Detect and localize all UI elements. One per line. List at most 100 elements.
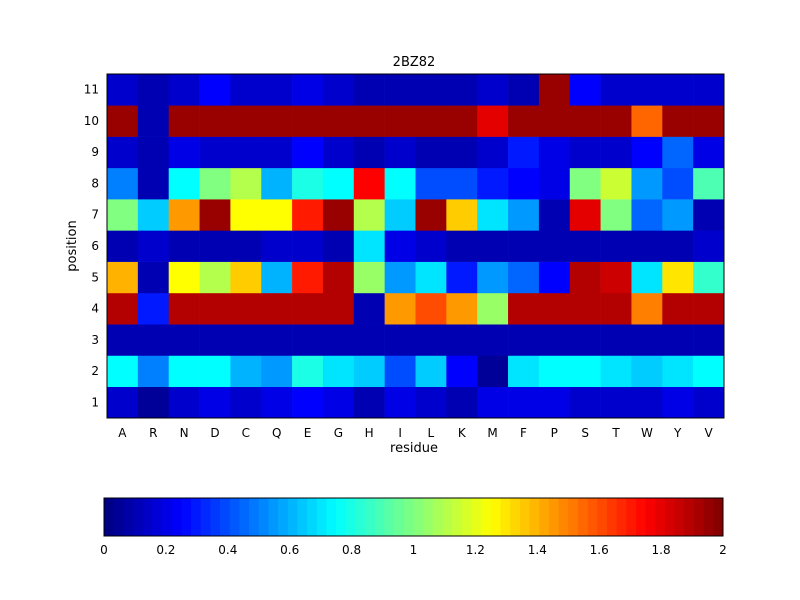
colorbar-segment xyxy=(287,498,298,536)
heatmap-cell xyxy=(322,261,355,294)
heatmap-cell xyxy=(107,136,139,169)
colorbar-tick-label: 0.8 xyxy=(342,543,361,557)
heatmap-cell xyxy=(230,105,262,137)
heatmap-cell xyxy=(477,74,509,106)
heatmap-cell xyxy=(477,199,509,231)
heatmap-cell xyxy=(261,167,293,200)
colorbar-segment xyxy=(249,498,260,536)
heatmap-cell xyxy=(600,230,632,262)
heatmap-cell xyxy=(508,386,540,419)
y-tick-label: 3 xyxy=(91,333,99,347)
heatmap-cell xyxy=(415,74,447,106)
heatmap-cell xyxy=(600,355,632,388)
heatmap-cell xyxy=(384,136,416,169)
heatmap-cell xyxy=(353,74,385,106)
heatmap-cell xyxy=(261,136,293,169)
x-tick-label: N xyxy=(180,426,189,440)
heatmap-cell xyxy=(477,105,509,137)
colorbar-segment xyxy=(220,498,231,536)
heatmap-cell xyxy=(415,105,447,137)
heatmap-cell xyxy=(569,74,601,106)
heatmap-cell xyxy=(107,230,139,262)
heatmap-cell xyxy=(569,199,601,231)
heatmap-cell xyxy=(292,230,324,262)
heatmap-cell xyxy=(168,167,200,200)
heatmap-cell xyxy=(384,386,416,419)
x-tick-label: M xyxy=(487,426,497,440)
heatmap-cell xyxy=(600,136,632,169)
heatmap-cell xyxy=(415,230,447,262)
colorbar-segment xyxy=(645,498,656,536)
heatmap-cell xyxy=(137,230,169,262)
heatmap-cell xyxy=(693,167,725,200)
heatmap-cell xyxy=(415,136,447,169)
heatmap-cell xyxy=(508,261,540,294)
heatmap-cell xyxy=(353,386,385,419)
x-tick-label: I xyxy=(398,426,402,440)
heatmap-cell xyxy=(693,324,725,356)
heatmap-cell xyxy=(292,386,324,419)
heatmap-cell xyxy=(569,386,601,419)
heatmap-cell xyxy=(353,105,385,137)
x-tick-label: Y xyxy=(673,426,682,440)
x-tick-label: G xyxy=(334,426,343,440)
heatmap-cell xyxy=(199,292,231,325)
colorbar-segment xyxy=(461,498,472,536)
heatmap-cell xyxy=(322,292,355,325)
heatmap-cell xyxy=(569,105,601,137)
x-tick-label: L xyxy=(428,426,435,440)
heatmap-cell xyxy=(631,74,663,106)
colorbar-segment xyxy=(655,498,666,536)
heatmap-cell xyxy=(384,230,416,262)
heatmap-cell xyxy=(631,324,663,356)
colorbar-segment xyxy=(500,498,511,536)
x-tick-label: E xyxy=(304,426,312,440)
heatmap-cell xyxy=(230,74,262,106)
heatmap-cell xyxy=(446,292,478,325)
heatmap-cell xyxy=(446,74,478,106)
heatmap-cell xyxy=(261,292,293,325)
heatmap-cell xyxy=(569,355,601,388)
x-tick-label: K xyxy=(458,426,467,440)
colorbar-tick-label: 2 xyxy=(719,543,727,557)
heatmap-cell xyxy=(107,199,139,231)
heatmap-cell xyxy=(446,355,478,388)
heatmap-cell xyxy=(137,105,169,137)
colorbar-tick-label: 1.6 xyxy=(590,543,609,557)
heatmap-cell xyxy=(230,230,262,262)
colorbar-segment xyxy=(635,498,647,536)
y-tick-label: 7 xyxy=(91,208,99,222)
x-tick-label: D xyxy=(210,426,219,440)
colorbar-segment xyxy=(452,498,463,536)
colorbar-segment xyxy=(423,498,434,536)
heatmap-cell xyxy=(322,136,355,169)
colorbar-segment xyxy=(684,498,695,536)
heatmap-cell xyxy=(600,324,632,356)
x-tick-label: H xyxy=(365,426,374,440)
heatmap-cell xyxy=(662,292,694,325)
heatmap-cell xyxy=(384,355,416,388)
heatmap-cell xyxy=(538,136,571,169)
heatmap-cell xyxy=(199,74,231,106)
heatmap-cell xyxy=(199,230,231,262)
heatmap-cell xyxy=(477,355,509,388)
y-tick-label: 6 xyxy=(91,239,99,253)
colorbar-segment xyxy=(307,498,318,536)
heatmap-cell xyxy=(538,105,571,137)
heatmap-cell xyxy=(168,355,200,388)
heatmap-cell xyxy=(137,261,169,294)
colorbar-segment xyxy=(674,498,685,536)
heatmap-cell xyxy=(230,199,262,231)
colorbar-tick-label: 1.8 xyxy=(652,543,671,557)
heatmap-cell xyxy=(107,261,139,294)
heatmap-cell xyxy=(508,74,540,106)
heatmap-cell xyxy=(261,230,293,262)
colorbar-segment xyxy=(703,498,714,536)
y-tick-label: 8 xyxy=(91,177,99,191)
heatmap-cell xyxy=(600,74,632,106)
heatmap-cell xyxy=(508,324,540,356)
colorbar-segment xyxy=(210,498,221,536)
heatmap-cell xyxy=(107,105,139,137)
x-axis-label: residue xyxy=(390,441,438,456)
heatmap-cell xyxy=(538,355,571,388)
